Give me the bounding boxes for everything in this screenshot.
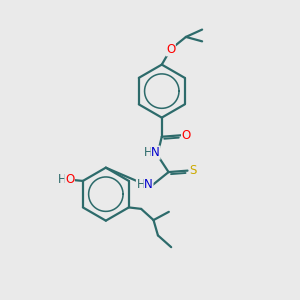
Text: S: S	[189, 164, 197, 177]
Text: H: H	[144, 146, 152, 159]
Text: H: H	[58, 173, 66, 186]
Text: O: O	[65, 173, 74, 186]
Text: H: H	[136, 178, 145, 191]
Text: O: O	[182, 129, 191, 142]
Text: N: N	[144, 178, 153, 191]
Text: N: N	[151, 146, 160, 159]
Text: O: O	[166, 43, 175, 56]
